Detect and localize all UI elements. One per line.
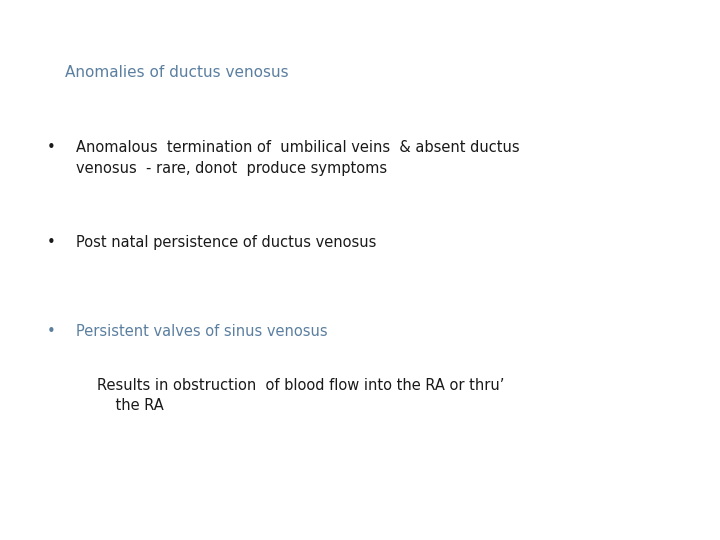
Text: Anomalous  termination of  umbilical veins  & absent ductus
venosus  - rare, don: Anomalous termination of umbilical veins… — [76, 140, 519, 176]
Text: Persistent valves of sinus venosus: Persistent valves of sinus venosus — [76, 324, 327, 339]
Text: Post natal persistence of ductus venosus: Post natal persistence of ductus venosus — [76, 235, 376, 250]
Text: Results in obstruction  of blood flow into the RA or thru’
    the RA: Results in obstruction of blood flow int… — [97, 378, 505, 414]
Text: •: • — [47, 324, 55, 339]
Text: •: • — [47, 140, 55, 156]
Text: •: • — [47, 235, 55, 250]
Text: Anomalies of ductus venosus: Anomalies of ductus venosus — [65, 65, 289, 80]
